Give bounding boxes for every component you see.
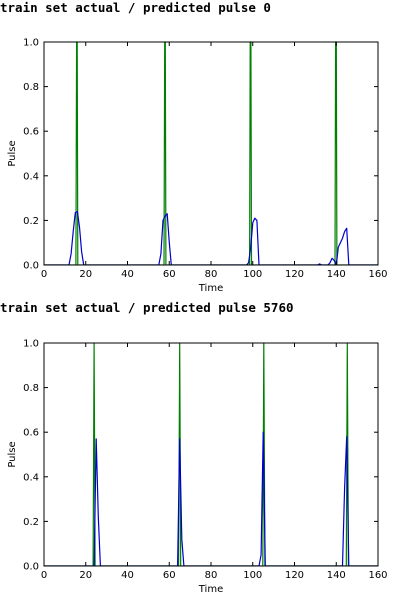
x-tick-label: 60 <box>163 570 176 581</box>
y-axis-label: Pulse <box>7 140 18 166</box>
x-tick-label: 80 <box>205 570 218 581</box>
y-tick-label: 0.2 <box>23 517 39 528</box>
y-tick-label: 0.4 <box>23 171 39 182</box>
y-tick-label: 0.8 <box>23 82 39 93</box>
series-line-predicted <box>44 431 378 566</box>
x-tick-label: 0 <box>41 269 47 280</box>
y-tick-label: 1.0 <box>23 339 39 350</box>
chart-pulse-5760: 0 20 40 60 80 100 120 140 160 0.0 0.2 0.4 0.6 0.8 1.0 T… <box>7 339 388 596</box>
x-tick-label: 40 <box>121 570 134 581</box>
y-tick-label: 0.4 <box>23 472 39 483</box>
series-line-predicted <box>44 210 378 265</box>
x-tick-label: 140 <box>327 269 346 280</box>
x-tick-label: 60 <box>163 269 176 280</box>
chart-title-bottom: train set actual / predicted pulse 5760 <box>0 300 294 315</box>
y-tick-label: 0.0 <box>23 562 39 573</box>
plot-frame <box>43 41 379 266</box>
chart-pulse-0: 0 20 40 60 80 100 120 140 160 0.0 0.2 0.4 0.6 0.8 1.0 T… <box>7 38 388 295</box>
x-axis-label: Time <box>198 283 223 294</box>
x-tick-label: 100 <box>243 269 262 280</box>
x-tick-label: 160 <box>368 570 387 581</box>
x-tick-label: 40 <box>121 269 134 280</box>
y-tick-label: 0.8 <box>23 383 39 394</box>
y-tick-label: 0.6 <box>23 127 39 138</box>
x-tick-label: 160 <box>368 269 387 280</box>
y-tick-label: 0.2 <box>23 216 39 227</box>
series-group <box>44 41 378 265</box>
x-tick-label: 140 <box>327 570 346 581</box>
x-tick-label: 20 <box>79 570 92 581</box>
x-tick-label: 20 <box>79 269 92 280</box>
series-line-actual <box>44 41 378 265</box>
x-tick-label: 0 <box>41 570 47 581</box>
x-axis-label: Time <box>198 584 223 595</box>
chart-title-top: train set actual / predicted pulse 0 <box>0 0 271 15</box>
x-tick-label: 120 <box>285 269 304 280</box>
x-tick-label: 120 <box>285 570 304 581</box>
y-tick-label: 0.0 <box>23 261 39 272</box>
x-tick-label: 100 <box>243 570 262 581</box>
y-tick-label: 0.6 <box>23 428 39 439</box>
y-tick-label: 1.0 <box>23 38 39 49</box>
y-axis-label: Pulse <box>7 441 18 467</box>
series-line-actual <box>44 342 378 566</box>
x-tick-label: 80 <box>205 269 218 280</box>
series-group <box>44 342 378 566</box>
